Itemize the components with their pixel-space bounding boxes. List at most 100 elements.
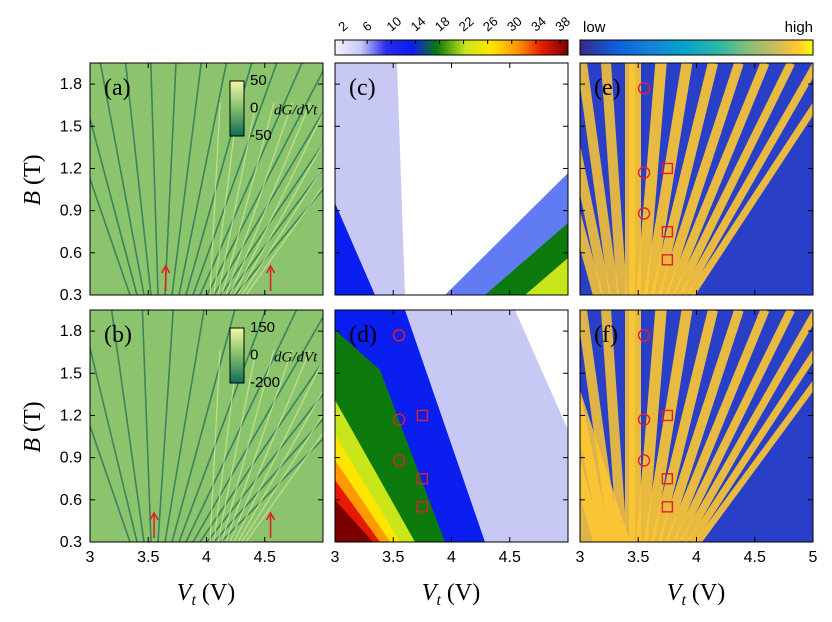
dos-band bbox=[636, 310, 667, 542]
colorbar-filling-bar bbox=[334, 39, 569, 56]
y-tick-label: 0.9 bbox=[60, 203, 82, 220]
y-tick-label: 1.2 bbox=[60, 407, 82, 424]
marker-square bbox=[661, 409, 674, 422]
dos-band bbox=[643, 63, 693, 295]
panel-d-axes: (d) 3 3.5 4 4.5 bbox=[331, 309, 569, 566]
dos-band bbox=[673, 63, 795, 295]
panel-e-markers bbox=[637, 82, 674, 266]
panel-b-markers bbox=[149, 511, 276, 538]
region-white bbox=[515, 310, 568, 430]
dos-band bbox=[673, 310, 795, 542]
fan-line bbox=[206, 392, 323, 542]
fan-line-light bbox=[237, 142, 323, 295]
panel-a-markers bbox=[161, 264, 276, 291]
x-axis-label: Vt (V) bbox=[177, 580, 235, 609]
marker-square bbox=[416, 409, 429, 422]
colorbar-low-label: low bbox=[583, 19, 606, 36]
colorbar-dos-bar bbox=[579, 39, 814, 56]
xlabel-unit: (V) bbox=[686, 580, 725, 606]
fan-line-light bbox=[225, 349, 293, 542]
y-tick-label: 1.2 bbox=[60, 160, 82, 177]
colorbar-tick-label: 38 bbox=[552, 14, 573, 35]
marker-square bbox=[661, 501, 674, 513]
inset-label: dG/dVt bbox=[274, 103, 318, 119]
marker-square bbox=[661, 473, 674, 485]
xlabel-main: V bbox=[177, 580, 194, 606]
dos-band-left bbox=[580, 210, 603, 295]
xlabel-sub: t bbox=[191, 592, 196, 609]
fan-line-light bbox=[229, 349, 311, 542]
dos-band-left bbox=[580, 144, 611, 295]
fan-line-light bbox=[221, 102, 275, 295]
ylabel-main-bottom: B bbox=[20, 438, 46, 453]
x-tick-label: 3.5 bbox=[382, 549, 404, 566]
fan-line-light bbox=[217, 102, 257, 295]
y-tick-label: 1.8 bbox=[60, 76, 82, 93]
panel-c-axes: (c) bbox=[334, 62, 569, 296]
fan-line bbox=[141, 310, 152, 542]
region-yellow bbox=[525, 258, 568, 295]
marker-square bbox=[661, 162, 674, 175]
arrow-head bbox=[265, 511, 276, 521]
panel-d-image bbox=[335, 310, 568, 542]
colorbar-tick-label: 18 bbox=[432, 14, 453, 35]
xlabel-unit: (V) bbox=[441, 580, 480, 606]
fan-line-light bbox=[233, 111, 323, 295]
dos-band bbox=[636, 63, 667, 295]
panel-b-image bbox=[90, 310, 323, 542]
dos-band bbox=[651, 310, 718, 542]
panel-f-markers bbox=[637, 329, 674, 513]
dos-band bbox=[687, 349, 813, 542]
panel-d-markers bbox=[392, 329, 429, 513]
colorbar-tick-label: 2 bbox=[335, 18, 350, 34]
y-tick-label: 0.3 bbox=[60, 534, 82, 551]
x-tick-label: 4 bbox=[692, 549, 701, 566]
fan-line-light bbox=[225, 102, 293, 295]
dos-band-left bbox=[580, 63, 619, 295]
colorbar-dos: low high bbox=[579, 19, 814, 56]
fan-line-light bbox=[233, 358, 323, 542]
inset-tick-label: 0 bbox=[250, 347, 258, 364]
colorbar-filling-ticks: 2 6 10 14 18 22 26 30 34 38 bbox=[335, 14, 573, 44]
ylabel-unit-bottom: (T) bbox=[20, 401, 46, 432]
fan-line-light bbox=[241, 413, 323, 542]
marker-circle bbox=[392, 413, 406, 426]
marker-square bbox=[416, 501, 429, 513]
marker-circle bbox=[637, 454, 651, 467]
y-tick-label: 1.8 bbox=[60, 323, 82, 340]
fan-line bbox=[192, 315, 323, 542]
xlabel-main: V bbox=[422, 580, 439, 606]
x-tick-label: 3 bbox=[576, 549, 585, 566]
colorbar-tick-label: 6 bbox=[359, 18, 374, 34]
fan-line bbox=[171, 63, 202, 295]
region-lavender bbox=[335, 63, 405, 295]
marker-circle bbox=[637, 207, 651, 220]
fan-line bbox=[110, 310, 145, 542]
x-tick-label: 4.5 bbox=[254, 549, 276, 566]
xlabel-unit: (V) bbox=[196, 580, 235, 606]
panel-e-image bbox=[580, 63, 813, 295]
fan-line bbox=[157, 310, 174, 542]
x-tick-label: 4 bbox=[202, 549, 211, 566]
fan-line bbox=[90, 423, 131, 542]
fan-line bbox=[178, 310, 267, 542]
dos-band bbox=[665, 63, 770, 295]
y-tick-label: 1.5 bbox=[60, 365, 82, 382]
inset-tick-label: -200 bbox=[250, 374, 280, 391]
fan-line bbox=[220, 142, 323, 295]
fan-line bbox=[213, 417, 323, 542]
axes: (a) 0.3 0.6 0.9 1.2 1.5 1.8 (b) 0.3 0.6 0.9 1.2 1.5 1… bbox=[60, 62, 818, 566]
inset-tick-label: -50 bbox=[250, 127, 272, 144]
arrow-head bbox=[265, 264, 276, 274]
x-axis-labels: Vt (V) Vt (V) Vt (V) bbox=[177, 580, 725, 609]
fan-line bbox=[164, 310, 205, 542]
arrow-head bbox=[149, 511, 159, 521]
xlabel-sub: t bbox=[681, 592, 686, 609]
panel-e-axes: (e) bbox=[579, 62, 814, 296]
fan-line-light bbox=[245, 185, 323, 295]
region-blue bbox=[335, 203, 375, 295]
dos-band bbox=[665, 310, 770, 542]
